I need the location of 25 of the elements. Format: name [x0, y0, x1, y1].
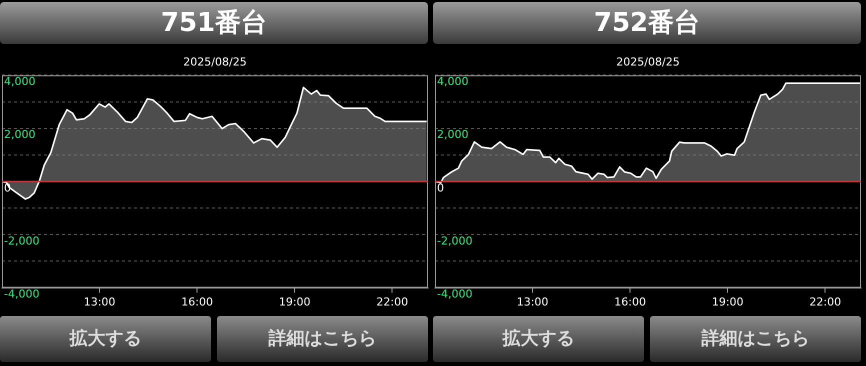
x-tick-label: 13:00 [516, 295, 548, 308]
text: 拡大する [433, 316, 644, 362]
chart-subtitle: 2025/08/25 [183, 55, 247, 68]
y-tick-label: -2,000 [437, 234, 472, 248]
x-tick-label: 19:00 [712, 295, 744, 308]
y-tick-label: 2,000 [437, 128, 468, 142]
y-tick-label: 2,000 [4, 128, 36, 142]
chart-title: 751番台 [0, 2, 428, 44]
x-tick-label: 22:00 [376, 295, 408, 308]
chart-subtitle: 2025/08/25 [616, 55, 680, 68]
y-tick-label: 0 [437, 181, 444, 194]
chart-title: 752番台 [433, 2, 861, 44]
text: 詳細はこちら [217, 316, 428, 362]
x-tick-label: 19:00 [278, 295, 311, 308]
y-tick-label: 4,000 [437, 75, 468, 88]
x-tick-label: 13:00 [84, 295, 116, 308]
y-tick-label: -2,000 [4, 234, 40, 248]
x-tick-label: 16:00 [614, 295, 646, 308]
text: 詳細はこちら [650, 316, 861, 362]
y-tick-label: -4,000 [437, 288, 472, 301]
y-tick-label: -4,000 [4, 288, 40, 301]
y-tick-label: 4,000 [4, 75, 36, 88]
x-tick-label: 22:00 [809, 295, 842, 308]
text: 拡大する [0, 316, 211, 362]
x-tick-label: 16:00 [181, 295, 213, 308]
